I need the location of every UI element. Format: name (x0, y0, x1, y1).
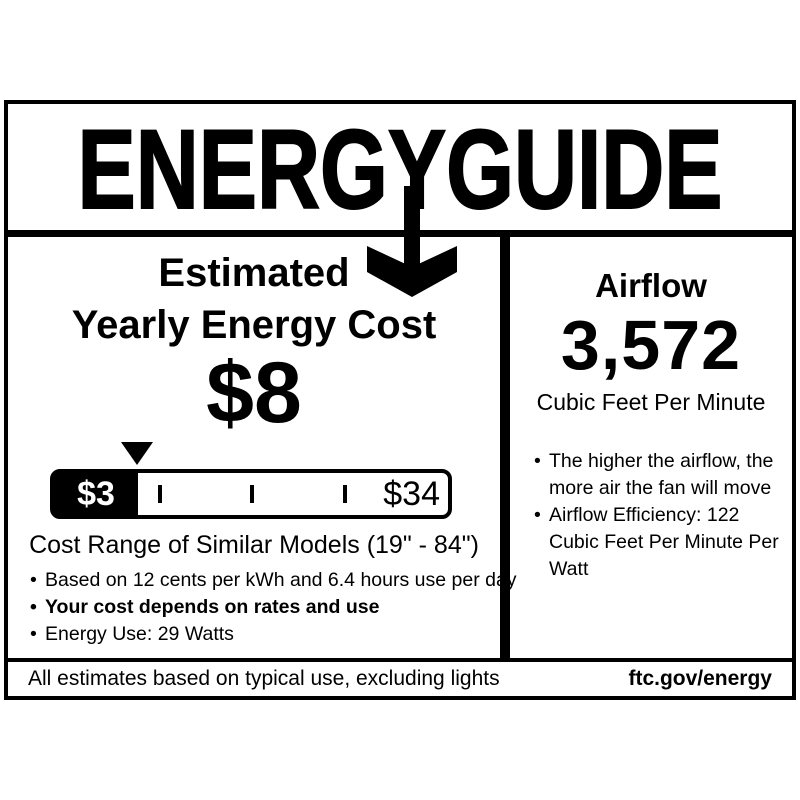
title-divider (8, 230, 792, 237)
estimated-cost-heading: Estimated Yearly Energy Cost (8, 247, 500, 351)
title-graphic: ENERGYGUIDE (77, 106, 724, 230)
heading-line-1: Estimated (158, 251, 350, 295)
airflow-section: Airflow 3,572 Cubic Feet Per Minute The … (510, 237, 792, 658)
cost-range-bar-fill (54, 473, 138, 515)
cost-range-max: $34 (383, 475, 440, 513)
list-item: The higher the airflow, the more air the… (532, 448, 789, 502)
page-title: ENERGYGUIDE (78, 107, 723, 230)
triangle-down-icon (121, 442, 153, 465)
airflow-value: 3,572 (560, 306, 742, 384)
right-bullet-list: The higher the airflow, the more air the… (532, 448, 789, 583)
footer-disclaimer: All estimates based on typical use, excl… (28, 667, 500, 690)
list-item: Your cost depends on rates and use (28, 594, 498, 621)
title-band: ENERGYGUIDE (8, 104, 792, 230)
airflow-heading: Airflow (595, 267, 707, 304)
energy-guide-label: ENERGYGUIDE Estimated Yearly Energy Cost… (4, 100, 796, 700)
list-item: Airflow Efficiency: 122 Cubic Feet Per M… (532, 502, 789, 583)
estimated-cost-value: $8 (206, 345, 302, 441)
heading-line-2: Yearly Energy Cost (71, 303, 437, 347)
airflow-unit: Cubic Feet Per Minute (536, 389, 766, 415)
bar-tick (158, 485, 162, 503)
footer-band: All estimates based on typical use, excl… (8, 662, 792, 696)
list-item: Energy Use: 29 Watts (28, 621, 498, 648)
estimated-cost-section: Estimated Yearly Energy Cost $8 $3 $34 C… (8, 237, 517, 658)
list-item: Based on 12 cents per kWh and 6.4 hours … (28, 567, 517, 594)
cost-range-bar: $3 $34 (50, 469, 452, 519)
left-bullet-list: Based on 12 cents per kWh and 6.4 hours … (28, 567, 517, 648)
bar-tick (343, 485, 347, 503)
cost-range-min: $3 (77, 475, 115, 513)
cost-range-caption: Cost Range of Similar Models (19" - 84") (29, 531, 479, 559)
bar-tick (250, 485, 254, 503)
footer-url: ftc.gov/energy (628, 667, 772, 690)
column-divider (500, 237, 510, 658)
footer-divider (8, 658, 792, 662)
